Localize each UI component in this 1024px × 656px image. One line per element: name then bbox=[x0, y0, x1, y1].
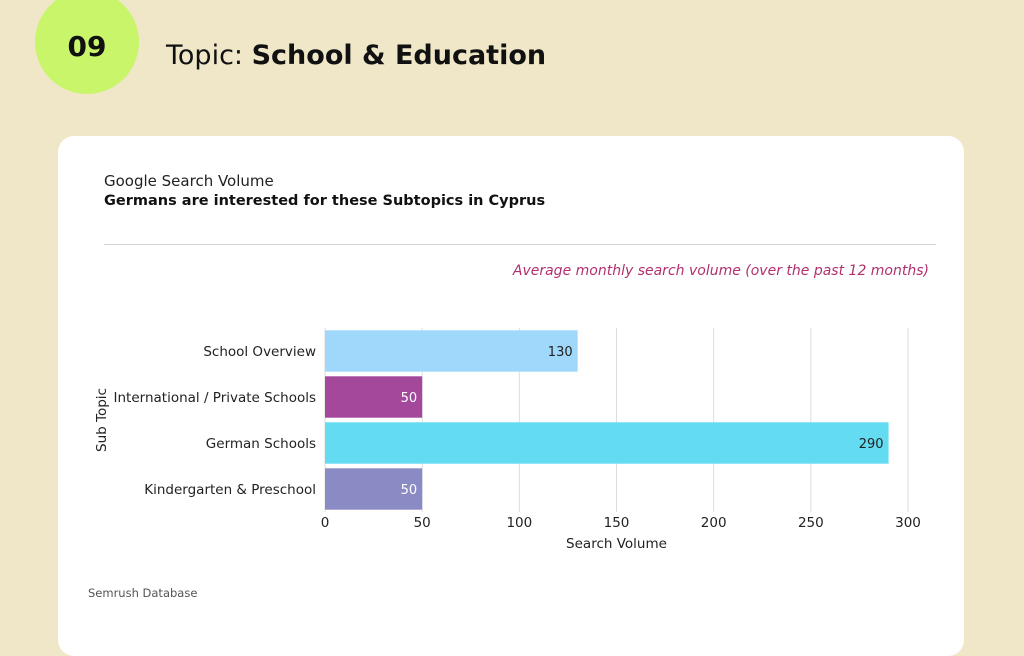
chart-card: Google Search Volume Germans are interes… bbox=[58, 136, 964, 656]
x-axis-title: Search Volume bbox=[566, 536, 667, 552]
divider bbox=[104, 244, 936, 245]
x-tick-label: 100 bbox=[506, 515, 532, 531]
category-label: International / Private Schools bbox=[114, 390, 317, 406]
topic-value: School & Education bbox=[251, 40, 547, 71]
x-tick-label: 300 bbox=[895, 515, 921, 531]
x-tick-label: 200 bbox=[701, 515, 727, 531]
bar bbox=[325, 376, 423, 418]
x-tick-label: 50 bbox=[414, 515, 431, 531]
bar bbox=[325, 422, 889, 464]
bar-chart: School Overview 130 International / Privat… bbox=[94, 328, 921, 552]
category-label: German Schools bbox=[206, 436, 316, 452]
bar bbox=[325, 330, 578, 372]
card-subtitle: Germans are interested for these Subtopi… bbox=[104, 193, 546, 209]
x-tick-label: 250 bbox=[798, 515, 824, 531]
topic-label: Topic: bbox=[166, 40, 252, 71]
x-tick-label: 150 bbox=[604, 515, 630, 531]
source-note: Semrush Database bbox=[88, 586, 198, 600]
data-label: 130 bbox=[548, 345, 573, 360]
page-title: Topic: School & Education bbox=[166, 40, 546, 71]
data-label: 50 bbox=[401, 391, 418, 406]
category-label: Kindergarten & Preschool bbox=[144, 482, 316, 498]
x-tick-label: 0 bbox=[321, 515, 330, 531]
topic-number-badge: 09 bbox=[35, 0, 139, 94]
bar bbox=[325, 468, 423, 510]
y-axis-title: Sub Topic bbox=[94, 388, 110, 452]
data-label: 290 bbox=[859, 437, 884, 452]
chart-annotation: Average monthly search volume (over the … bbox=[512, 263, 929, 279]
category-label: School Overview bbox=[203, 344, 316, 360]
data-label: 50 bbox=[401, 483, 418, 498]
card-title: Google Search Volume bbox=[104, 172, 274, 190]
topic-number: 09 bbox=[67, 29, 107, 63]
